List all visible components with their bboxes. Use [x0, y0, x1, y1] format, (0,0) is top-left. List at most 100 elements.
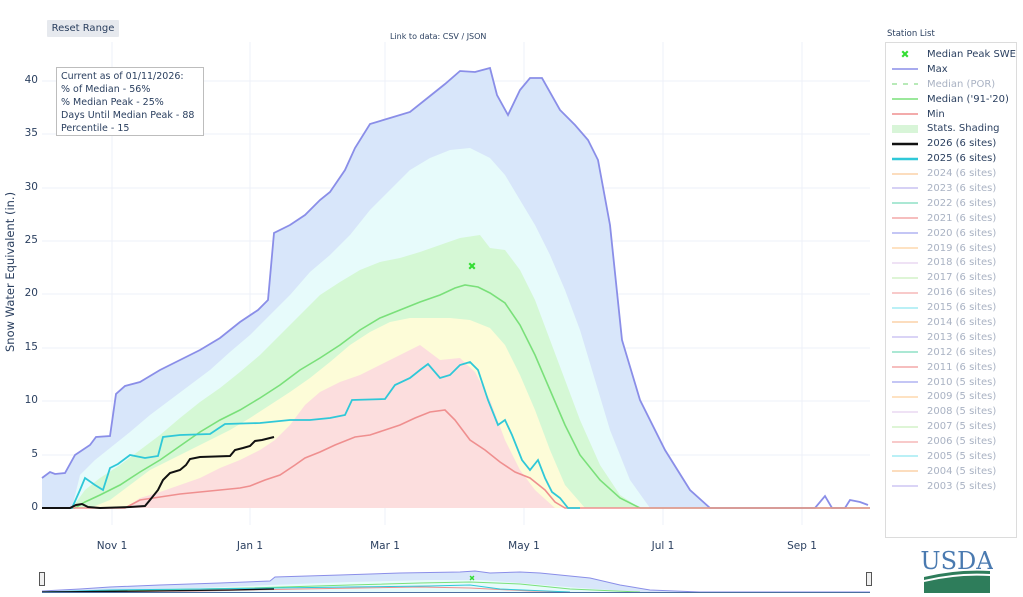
legend-item[interactable]: 2024 (6 sites) [886, 166, 1016, 181]
legend-item[interactable]: Median Peak SWE [886, 47, 1016, 62]
legend-swatch-icon [892, 407, 918, 417]
reset-range-button[interactable]: Reset Range [47, 20, 119, 37]
legend-item-label: Stats. Shading [927, 123, 1000, 135]
legend: Median Peak SWE Max Median (POR) Median ('9… [885, 42, 1017, 538]
stats-percentile: Percentile - 15 [61, 123, 130, 134]
min-line [42, 409, 870, 509]
y-tick: 35 [24, 127, 38, 139]
legend-swatch-icon [892, 288, 918, 298]
shading-10-30 [42, 345, 555, 508]
data-link-prefix: Link to data: [390, 32, 443, 41]
y-tick: 40 [24, 74, 38, 86]
x-tick: Sep 1 [787, 540, 817, 552]
legend-swatch-icon [892, 183, 918, 193]
legend-item[interactable]: Median (POR) [886, 77, 1016, 92]
legend-swatch-icon [892, 273, 918, 283]
x-tick: Jan 1 [236, 540, 264, 552]
legend-item-label: 2008 (5 sites) [927, 406, 997, 418]
legend-swatch-icon [892, 198, 918, 208]
legend-item[interactable]: 2012 (6 sites) [886, 345, 1016, 360]
legend-item-label: 2019 (6 sites) [927, 242, 997, 254]
legend-item[interactable]: 2006 (5 sites) [886, 434, 1016, 449]
range-slider[interactable] [41, 568, 870, 593]
usda-logo-text: USDA [921, 547, 993, 575]
legend-item[interactable]: 2005 (5 sites) [886, 449, 1016, 464]
legend-swatch-icon [892, 332, 918, 342]
legend-item-label: 2022 (6 sites) [927, 197, 997, 209]
legend-swatch-icon [892, 392, 918, 402]
legend-item-label: 2007 (5 sites) [927, 421, 997, 433]
legend-item-label: 2011 (6 sites) [927, 361, 997, 373]
year-2025-line [42, 360, 580, 509]
legend-swatch-icon [892, 451, 918, 461]
legend-item[interactable]: 2008 (5 sites) [886, 404, 1016, 419]
legend-item[interactable]: 2025 (6 sites) [886, 151, 1016, 166]
legend-swatch-icon [892, 303, 918, 313]
legend-swatch-icon [892, 466, 918, 476]
legend-item[interactable]: 2017 (6 sites) [886, 270, 1016, 285]
legend-item-label: 2020 (6 sites) [927, 227, 997, 239]
legend-item[interactable]: 2007 (5 sites) [886, 419, 1016, 434]
legend-item[interactable]: 2023 (6 sites) [886, 181, 1016, 196]
legend-swatch-icon [892, 154, 918, 164]
legend-swatch-icon [892, 422, 918, 432]
range-slider-right-handle[interactable] [866, 572, 872, 586]
max-line [41, 66, 869, 509]
x-tick: Jul 1 [651, 540, 675, 552]
legend-item[interactable]: 2016 (6 sites) [886, 285, 1016, 300]
data-link: Link to data: CSV / JSON [390, 32, 486, 41]
legend-item-label: Max [927, 63, 948, 75]
x-tick: Mar 1 [370, 540, 400, 552]
legend-item[interactable]: Median ('91-'20) [886, 92, 1016, 107]
legend-item-label: 2023 (6 sites) [927, 182, 997, 194]
median-9120-line [42, 284, 870, 509]
usda-logo: USDA [921, 547, 993, 593]
legend-item-label: 2013 (6 sites) [927, 331, 997, 343]
legend-title: Station List [887, 29, 935, 39]
legend-item[interactable]: 2014 (6 sites) [886, 315, 1016, 330]
stats-days-until-peak: Days Until Median Peak - 88 [61, 110, 195, 121]
legend-swatch-icon [892, 437, 918, 447]
legend-item[interactable]: 2020 (6 sites) [886, 226, 1016, 241]
csv-link[interactable]: CSV [442, 32, 459, 41]
legend-item[interactable]: 2021 (6 sites) [886, 211, 1016, 226]
legend-item[interactable]: 2009 (5 sites) [886, 389, 1016, 404]
year-2026-line [42, 436, 275, 510]
data-link-separator: / [458, 32, 467, 41]
legend-item-label: Median (POR) [927, 78, 996, 90]
legend-item-label: 2021 (6 sites) [927, 212, 997, 224]
legend-item[interactable]: Min [886, 107, 1016, 122]
legend-swatch-icon [892, 228, 918, 238]
legend-swatch-icon [892, 213, 918, 223]
legend-item-label: 2024 (6 sites) [927, 168, 997, 180]
legend-item[interactable]: Stats. Shading [886, 121, 1016, 136]
legend-item-label: 2009 (5 sites) [927, 391, 997, 403]
legend-item[interactable]: 2022 (6 sites) [886, 196, 1016, 211]
legend-item-label: 2015 (6 sites) [927, 302, 997, 314]
x-tick: Nov 1 [96, 540, 128, 552]
legend-swatch-icon [892, 139, 918, 149]
legend-item[interactable]: 2011 (6 sites) [886, 360, 1016, 375]
legend-item[interactable]: 2026 (6 sites) [886, 136, 1016, 151]
stats-pct-median-peak: % Median Peak - 25% [61, 97, 164, 108]
legend-item[interactable]: 2004 (5 sites) [886, 464, 1016, 479]
legend-item[interactable]: 2015 (6 sites) [886, 300, 1016, 315]
legend-item[interactable]: 2013 (6 sites) [886, 330, 1016, 345]
legend-item[interactable]: 2010 (5 sites) [886, 375, 1016, 390]
legend-item-label: 2004 (5 sites) [927, 465, 997, 477]
current-stats-box: Current as of 01/11/2026: % of Median - … [56, 67, 204, 136]
legend-swatch-icon [892, 79, 918, 89]
json-link[interactable]: JSON [466, 32, 487, 41]
legend-item[interactable]: 2019 (6 sites) [886, 241, 1016, 256]
legend-swatch-icon [892, 347, 918, 357]
legend-item-label: 2014 (6 sites) [927, 316, 997, 328]
legend-item[interactable]: 2003 (5 sites) [886, 479, 1016, 494]
legend-item-label: 2010 (5 sites) [927, 376, 997, 388]
legend-item[interactable]: 2018 (6 sites) [886, 255, 1016, 270]
legend-item[interactable]: Max [886, 62, 1016, 77]
median-peak-marker[interactable] [468, 262, 476, 270]
range-slider-left-handle[interactable] [39, 572, 45, 586]
legend-swatch-icon [892, 109, 918, 119]
legend-swatch-icon [892, 377, 918, 387]
